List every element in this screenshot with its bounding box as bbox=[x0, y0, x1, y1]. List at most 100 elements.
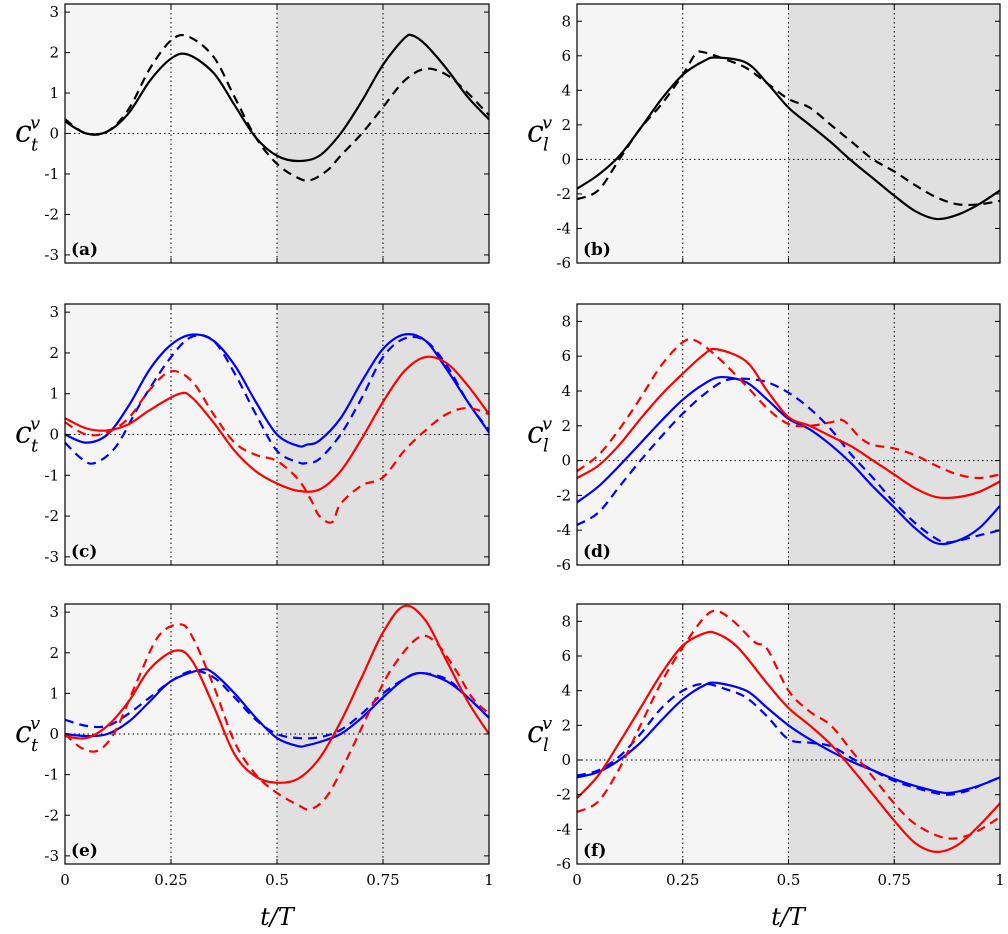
x-axis-label-right: t/T bbox=[771, 903, 807, 931]
y-tick-label: -2 bbox=[44, 205, 59, 223]
y-tick-label: 3 bbox=[49, 3, 59, 21]
y-tick-label: -1 bbox=[44, 466, 59, 484]
y-axis-label: c bbox=[527, 115, 544, 150]
y-axis-label-sup: v bbox=[542, 414, 552, 435]
x-axis-label-left: t/T bbox=[260, 903, 296, 931]
x-tick-label: 0.75 bbox=[366, 871, 399, 889]
y-tick-label: 1 bbox=[49, 84, 59, 102]
y-tick-label: 3 bbox=[49, 303, 59, 321]
y-tick-label: 8 bbox=[561, 612, 571, 630]
y-tick-label: 1 bbox=[49, 385, 59, 403]
series-line-dashed-red bbox=[65, 369, 489, 524]
panels-group: -3-2-10123cvt(a)-6-4-202468cvl(b)-3-2-10… bbox=[15, 3, 1005, 889]
y-axis-label-sub: l bbox=[543, 436, 549, 457]
y-axis-label-sup: v bbox=[30, 113, 40, 134]
y-tick-label: 2 bbox=[49, 44, 59, 62]
y-tick-label: 8 bbox=[561, 12, 571, 30]
y-tick-label: -1 bbox=[44, 766, 59, 784]
phase-shading bbox=[277, 4, 489, 263]
y-axis-label: c bbox=[527, 715, 544, 750]
y-tick-label: 0 bbox=[561, 150, 571, 168]
y-tick-label: -1 bbox=[44, 165, 59, 183]
x-tick-label: 0.75 bbox=[878, 871, 911, 889]
y-tick-label: -6 bbox=[556, 254, 571, 272]
x-tick-label: 1 bbox=[995, 871, 1005, 889]
y-tick-label: 0 bbox=[561, 452, 571, 470]
y-axis-label: c bbox=[15, 115, 32, 150]
y-tick-label: -6 bbox=[556, 556, 571, 574]
y-axis-label: c bbox=[15, 416, 32, 451]
y-tick-label: -4 bbox=[556, 219, 571, 237]
y-axis-label-sub: l bbox=[543, 135, 549, 156]
y-tick-label: 0 bbox=[49, 725, 59, 743]
series-line-dashed-red bbox=[577, 337, 1000, 480]
y-tick-label: 4 bbox=[561, 682, 571, 700]
series-line-solid-red bbox=[577, 630, 1000, 853]
phase-shading bbox=[577, 4, 789, 263]
series-group bbox=[577, 609, 1000, 853]
series-group bbox=[577, 50, 1000, 221]
series-line-dashed-blue bbox=[65, 334, 489, 465]
y-axis-label-sup: v bbox=[542, 113, 552, 134]
y-tick-label: -2 bbox=[44, 507, 59, 525]
y-tick-label: 6 bbox=[561, 47, 571, 65]
panel-c: -3 -2 -1 0 1 2 3 cvt (c) bbox=[15, 303, 490, 566]
series-line-solid-red bbox=[577, 347, 1000, 500]
y-tick-label: 2 bbox=[561, 417, 571, 435]
x-tick-label: 0.25 bbox=[154, 871, 187, 889]
y-axis-label-sup: v bbox=[30, 414, 40, 435]
phase-shading bbox=[788, 4, 1000, 263]
y-axis-label-sub: t bbox=[31, 735, 39, 756]
x-tick-label: 0.5 bbox=[265, 871, 289, 889]
y-tick-label: 2 bbox=[561, 716, 571, 734]
y-tick-label: 8 bbox=[561, 312, 571, 330]
series-line-dashed-blue bbox=[577, 682, 1000, 796]
series-group bbox=[577, 337, 1000, 546]
y-axis-label-sup: v bbox=[30, 713, 40, 734]
y-tick-label: 4 bbox=[561, 81, 571, 99]
y-tick-label: -3 bbox=[44, 246, 59, 264]
x-tick-label: 0 bbox=[572, 871, 582, 889]
panel-tag: (c) bbox=[71, 542, 97, 562]
y-tick-label: 1 bbox=[49, 684, 59, 702]
y-tick-label: -2 bbox=[556, 786, 571, 804]
series-line-solid-red bbox=[65, 604, 489, 784]
y-axis-label-sub: l bbox=[543, 735, 549, 756]
y-tick-label: -2 bbox=[44, 806, 59, 824]
series-line-solid-blue bbox=[65, 333, 489, 448]
y-tick-label: -6 bbox=[556, 855, 571, 873]
panel-tag: (a) bbox=[71, 240, 98, 260]
x-tick-label: 1 bbox=[484, 871, 494, 889]
panel-tag: (b) bbox=[583, 240, 611, 260]
y-axis-label: c bbox=[15, 715, 32, 750]
y-tick-label: 2 bbox=[49, 344, 59, 362]
y-tick-label: 3 bbox=[49, 603, 59, 621]
panel-f: 0 0.25 0.5 0.75 1 -6 -4 -2 0 2 4 6 8 cvl (f) bbox=[527, 603, 1005, 889]
series-line-dashed-red bbox=[577, 609, 1000, 840]
y-tick-label: -4 bbox=[556, 521, 571, 539]
y-axis-label: c bbox=[527, 416, 544, 451]
y-tick-label: -2 bbox=[556, 486, 571, 504]
panel-b: -6 -4 -2 0 2 4 6 8 cvl (b) bbox=[527, 3, 1001, 272]
y-tick-label: 6 bbox=[561, 347, 571, 365]
panel-tag: (d) bbox=[583, 542, 611, 562]
y-tick-label: -3 bbox=[44, 847, 59, 865]
y-tick-label: 4 bbox=[561, 382, 571, 400]
series-group bbox=[65, 333, 489, 524]
y-tick-label: -3 bbox=[44, 548, 59, 566]
series-line-solid-red bbox=[65, 355, 489, 493]
series-line-solid-blue bbox=[577, 375, 1000, 546]
y-tick-label: 0 bbox=[49, 426, 59, 444]
y-axis-label-sub: t bbox=[31, 135, 39, 156]
x-tick-label: 0 bbox=[60, 871, 70, 889]
panel-tag: (f) bbox=[583, 841, 606, 861]
panel-d: -6 -4 -2 0 2 4 6 8 cvl (d) bbox=[527, 303, 1001, 574]
panel-tag: (e) bbox=[71, 841, 98, 861]
series-line-dashed-black bbox=[65, 33, 489, 182]
series-line-dashed-blue bbox=[65, 669, 489, 740]
x-tick-label: 0.5 bbox=[777, 871, 801, 889]
y-axis-label-sup: v bbox=[542, 713, 552, 734]
x-tick-label: 0.25 bbox=[666, 871, 699, 889]
y-tick-label: 0 bbox=[49, 125, 59, 143]
